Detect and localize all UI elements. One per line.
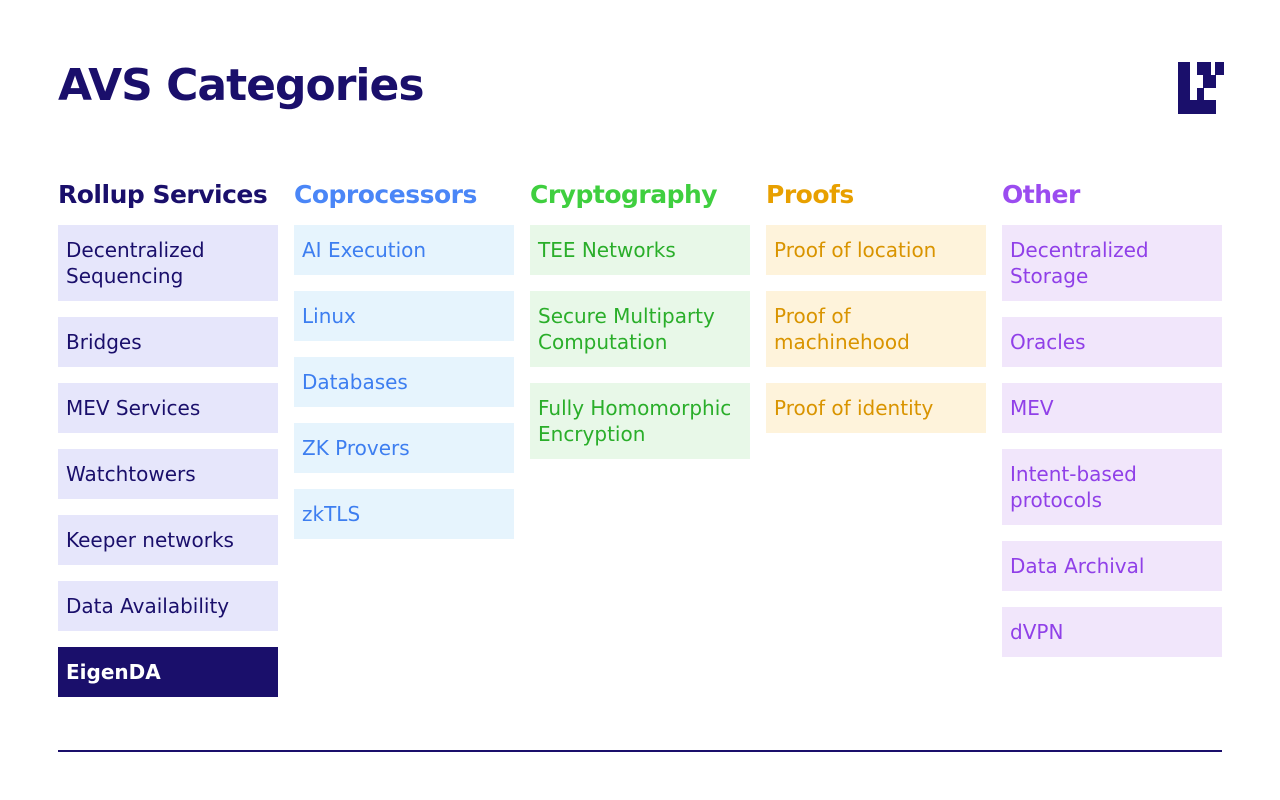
category-item: Bridges <box>58 317 278 367</box>
category-item-box: Proof of machinehood <box>766 291 986 367</box>
column-heading: Other <box>1002 180 1080 209</box>
category-item: zkTLS <box>294 489 514 539</box>
category-item: Linux <box>294 291 514 341</box>
category-item: Fully Homomorphic Encryption <box>530 383 750 459</box>
category-item: Proof of location <box>766 225 986 275</box>
category-item: Oracles <box>1002 317 1222 367</box>
category-item: TEE Networks <box>530 225 750 275</box>
category-item: MEV <box>1002 383 1222 433</box>
eigenlayer-logo-icon <box>1178 62 1224 114</box>
page-title: AVS Categories <box>58 60 425 111</box>
category-item: Decentralized Storage <box>1002 225 1222 301</box>
category-item: Watchtowers <box>58 449 278 499</box>
category-item: Intent-based protocols <box>1002 449 1222 525</box>
category-item: MEV Services <box>58 383 278 433</box>
category-item: ZK Provers <box>294 423 514 473</box>
column-heading: Rollup Services <box>58 180 268 209</box>
footer-divider <box>58 750 1222 752</box>
category-item: Proof of machinehood <box>774 304 910 354</box>
column-rollup-services: Rollup Services Decentralized Sequencing… <box>58 178 278 713</box>
category-item: Decentralized Sequencing <box>58 225 278 301</box>
column-heading: Proofs <box>766 180 854 209</box>
column-other: Other Decentralized Storage Oracles MEV … <box>1002 178 1222 713</box>
column-heading: Coprocessors <box>294 180 477 209</box>
category-columns: Rollup Services Decentralized Sequencing… <box>58 178 1222 713</box>
category-item: AI Execution <box>294 225 514 275</box>
column-coprocessors: Coprocessors AI Execution Linux Database… <box>294 178 514 713</box>
category-item: Databases <box>294 357 514 407</box>
category-item: Keeper networks <box>58 515 278 565</box>
category-item: Proof of identity <box>766 383 986 433</box>
column-cryptography: Cryptography TEE Networks Secure Multipa… <box>530 178 750 713</box>
category-item: Secure Multiparty Computation <box>530 291 750 367</box>
column-proofs: Proofs Proof of location Proof of machin… <box>766 178 986 713</box>
category-item: Data Archival <box>1002 541 1222 591</box>
column-heading: Cryptography <box>530 180 718 209</box>
category-item: Data Availability <box>58 581 278 631</box>
category-item-highlighted: EigenDA <box>58 647 278 697</box>
category-item: dVPN <box>1002 607 1222 657</box>
